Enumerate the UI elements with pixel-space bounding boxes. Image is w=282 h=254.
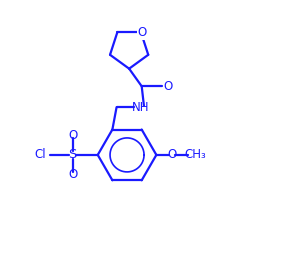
Text: Cl: Cl (34, 148, 45, 161)
Text: O: O (167, 148, 176, 161)
Text: O: O (68, 168, 77, 181)
Text: O: O (68, 129, 77, 142)
Text: O: O (138, 26, 147, 39)
Text: S: S (69, 148, 77, 161)
Text: CH₃: CH₃ (184, 148, 206, 161)
Text: O: O (163, 80, 172, 93)
Text: NH: NH (131, 101, 149, 114)
